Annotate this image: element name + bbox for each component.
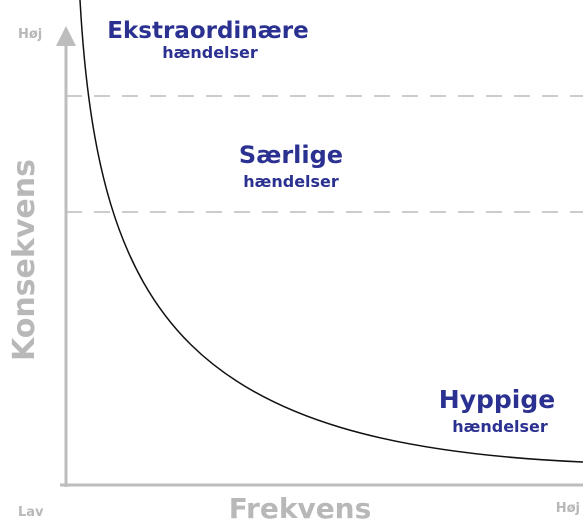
x-high-label: Høj [556, 501, 580, 516]
y-high-label: Høj [18, 27, 42, 42]
region-title: Ekstraordinære [107, 18, 308, 44]
y-axis-label: Konsekvens [7, 159, 42, 361]
region-title: Særlige [239, 141, 343, 169]
region-subtitle: hændelser [162, 43, 258, 62]
region-title: Hyppige [439, 385, 555, 414]
origin-label: Lav [18, 505, 44, 520]
region-subtitle: hændelser [243, 172, 339, 191]
x-axis-label: Frekvens [229, 492, 372, 522]
region-subtitle: hændelser [452, 417, 548, 436]
curve [79, 0, 583, 463]
y-axis-arrow [56, 26, 76, 46]
